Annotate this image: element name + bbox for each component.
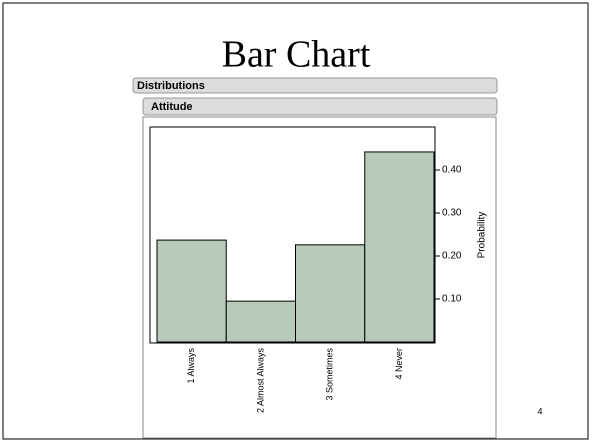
y-tick-label: 0.40 (442, 165, 462, 176)
y-axis-label: Probability (477, 212, 488, 259)
outline-header-text: Distributions (137, 80, 205, 92)
x-tick-label: 2 Almost Always (255, 348, 265, 414)
sub-header-text: Attitude (151, 101, 193, 113)
x-tick-label: 3 Sometimes (325, 348, 335, 401)
x-tick-label: 4 Never (394, 348, 404, 380)
bar (295, 244, 366, 343)
x-tick-label: 1 Always (186, 348, 196, 384)
outline-header[interactable] (132, 77, 498, 94)
slide-title: Bar Chart (222, 34, 371, 76)
bar (364, 151, 435, 343)
y-tick-label: 0.20 (442, 251, 462, 262)
page-number: 4 (537, 406, 542, 416)
sub-header[interactable] (142, 97, 498, 116)
bar (225, 300, 296, 343)
y-tick-label: 0.30 (442, 208, 462, 219)
bar (156, 239, 227, 343)
y-tick-label: 0.10 (442, 294, 462, 305)
